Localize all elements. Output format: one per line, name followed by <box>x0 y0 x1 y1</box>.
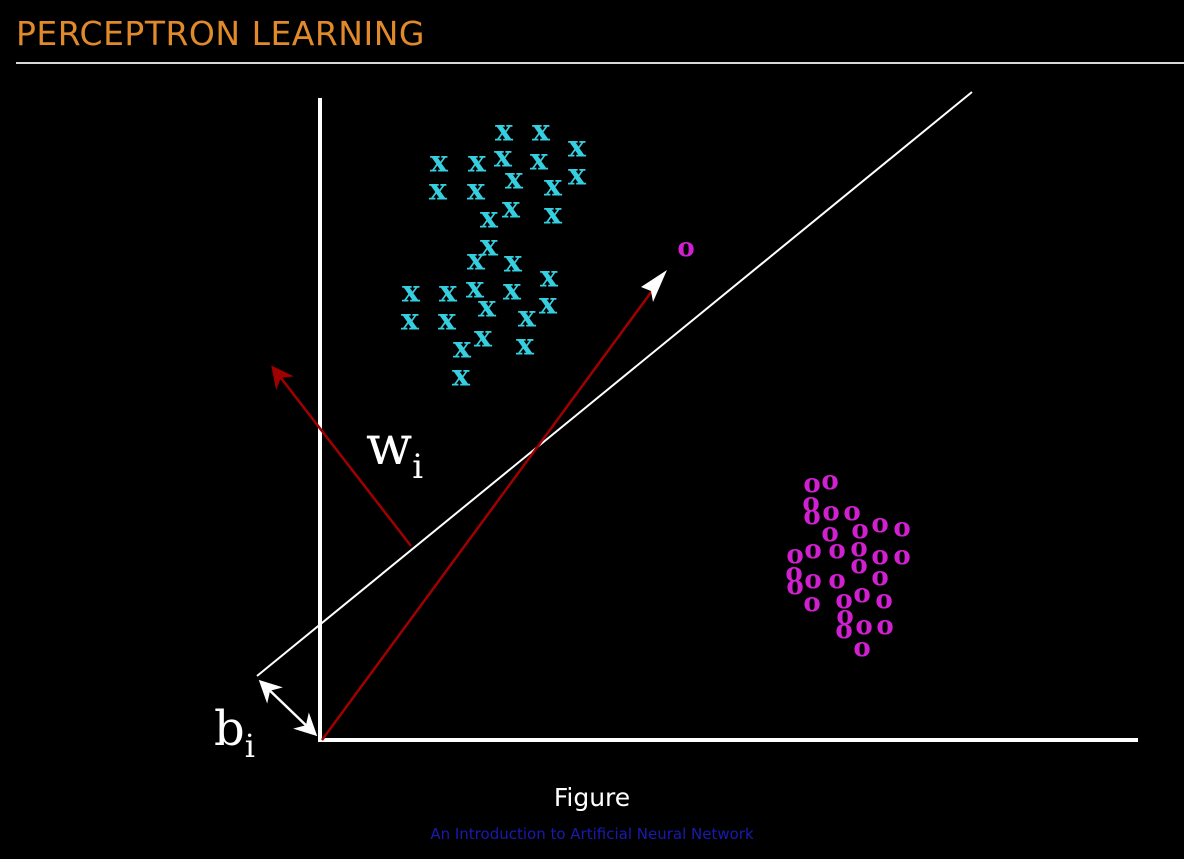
class-o-marker: o <box>803 501 820 531</box>
class-o-marker: o <box>804 565 821 595</box>
class-o-marker: o <box>850 550 867 580</box>
class-x-marker: x <box>467 173 486 208</box>
input-vector-line <box>320 290 654 741</box>
figure-caption: Figure <box>553 783 631 812</box>
class-x-marker: x <box>544 169 563 204</box>
class-x-marker: x <box>401 303 420 338</box>
class-o-marker: o <box>876 611 893 641</box>
class-o-marker: o <box>828 535 845 565</box>
class-x-marker: x <box>568 158 587 193</box>
weight-vector-arrow <box>271 365 412 547</box>
class-x-marker: x <box>438 303 457 338</box>
class-x-marker: x <box>568 130 587 165</box>
class-o-marker: o <box>851 515 868 545</box>
class-x-marker: x <box>452 359 471 394</box>
class-o-marker: o <box>828 565 845 595</box>
class-o-marker: o <box>786 571 803 601</box>
class-o-marker: o <box>835 615 852 645</box>
class-x-marker: x <box>532 114 551 149</box>
class-o-marker: o <box>871 562 888 592</box>
bias-label: bi <box>214 701 255 765</box>
class-o-marker: o <box>821 466 838 496</box>
class-x-marker: x <box>480 229 499 264</box>
class-x-marker: x <box>453 331 472 366</box>
class-x-marker: x <box>544 197 563 232</box>
class-o-cluster: oo oo oo o o ooo oo o o oo oo o o oo oo oo o o ooo <box>677 233 910 663</box>
class-o-marker: o <box>835 585 852 615</box>
class-x-marker: x <box>494 140 513 175</box>
class-o-marker: o <box>875 585 892 615</box>
class-x-marker: x <box>429 173 448 208</box>
class-o-marker: o <box>821 518 838 548</box>
source-caption: An Introduction to Artificial Neural Net… <box>430 825 754 843</box>
class-o-marker: o <box>853 579 870 609</box>
bias-arrow <box>258 679 318 737</box>
class-o-marker: o <box>786 540 803 570</box>
class-o-marker: o <box>893 541 910 571</box>
class-o-marker: o <box>785 558 802 588</box>
class-o-marker: o <box>843 497 860 527</box>
class-o-marker: o <box>802 488 819 518</box>
class-x-marker: x <box>468 145 487 180</box>
class-o-marker: o <box>893 513 910 543</box>
class-x-marker: x <box>466 271 485 306</box>
weight-label-subscript: i <box>412 447 423 487</box>
class-x-marker: x <box>467 243 486 278</box>
class-o-marker: o <box>850 533 867 563</box>
class-x-marker: x <box>504 245 523 280</box>
class-o-marker: o <box>853 633 870 663</box>
title-divider <box>16 62 1184 64</box>
weight-label-main: w <box>366 414 412 477</box>
class-o-marker: o <box>855 611 872 641</box>
class-o-marker: o <box>871 509 888 539</box>
class-o-marker: o <box>803 588 820 618</box>
class-x-marker: x <box>503 273 522 308</box>
bias-label-subscript: i <box>245 727 255 765</box>
class-x-marker: x <box>518 300 537 335</box>
class-x-marker: x <box>474 320 493 355</box>
class-o-marker: o <box>677 233 694 263</box>
slide-title: PERCEPTRON LEARNING <box>16 14 425 53</box>
class-x-marker: x <box>530 143 549 178</box>
class-x-marker: x <box>402 275 421 310</box>
class-x-marker: x <box>495 114 514 149</box>
class-o-marker: o <box>804 535 821 565</box>
class-o-marker: o <box>822 497 839 527</box>
class-x-marker: x <box>480 201 499 236</box>
class-x-marker: x <box>439 275 458 310</box>
class-o-marker: o <box>836 601 853 631</box>
class-x-marker: x <box>478 290 497 325</box>
class-o-marker: o <box>803 469 820 499</box>
class-x-marker: x <box>516 328 535 363</box>
class-x-marker: x <box>505 162 524 197</box>
class-x-marker: x <box>540 260 559 295</box>
bias-label-main: b <box>214 701 245 757</box>
class-x-marker: x <box>539 287 558 322</box>
class-x-marker: x <box>502 191 521 226</box>
decision-boundary <box>256 91 973 677</box>
class-x-marker: x <box>430 145 449 180</box>
weight-label: wi <box>366 414 423 487</box>
input-vector-arrowhead <box>641 270 667 302</box>
class-o-marker: o <box>871 541 888 571</box>
